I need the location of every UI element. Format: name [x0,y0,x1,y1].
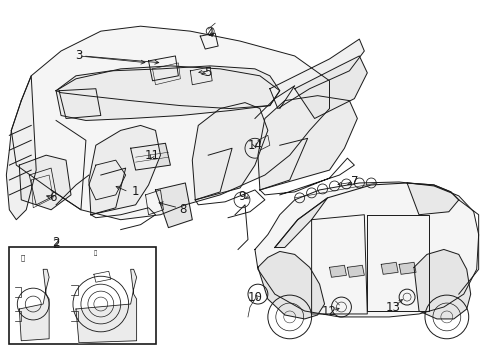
Polygon shape [413,249,470,319]
Text: 10: 10 [247,291,262,303]
Polygon shape [381,262,397,274]
Text: 2: 2 [52,236,60,249]
Polygon shape [257,96,357,190]
Text: 12: 12 [322,306,336,319]
Text: 14: 14 [247,139,262,152]
Polygon shape [155,183,192,228]
Text: 11: 11 [145,149,160,162]
Text: 6: 6 [49,192,57,204]
Text: 7: 7 [350,175,357,189]
Text: 4: 4 [206,27,214,40]
Polygon shape [6,76,36,220]
Polygon shape [19,269,49,341]
Text: 13: 13 [385,301,400,314]
Polygon shape [56,66,279,109]
Text: 8: 8 [179,203,186,216]
Polygon shape [130,143,170,170]
Text: 5: 5 [204,66,211,79]
Polygon shape [346,265,364,277]
Polygon shape [76,269,136,343]
Polygon shape [254,182,478,317]
Polygon shape [294,56,366,118]
Polygon shape [56,66,279,121]
Polygon shape [274,198,327,247]
Polygon shape [269,39,364,109]
Text: 1: 1 [132,185,139,198]
Polygon shape [329,265,346,277]
Text: 9: 9 [238,190,245,203]
Polygon shape [406,183,458,215]
Text: ⬛: ⬛ [94,251,97,256]
Polygon shape [19,155,71,210]
Text: 2: 2 [52,238,60,251]
Polygon shape [398,262,415,274]
Text: ⬛: ⬛ [21,255,25,261]
Bar [9,247,155,344]
Polygon shape [192,103,267,200]
Text: 3: 3 [75,49,82,63]
Polygon shape [257,251,324,319]
Polygon shape [89,125,160,215]
Polygon shape [11,26,329,220]
